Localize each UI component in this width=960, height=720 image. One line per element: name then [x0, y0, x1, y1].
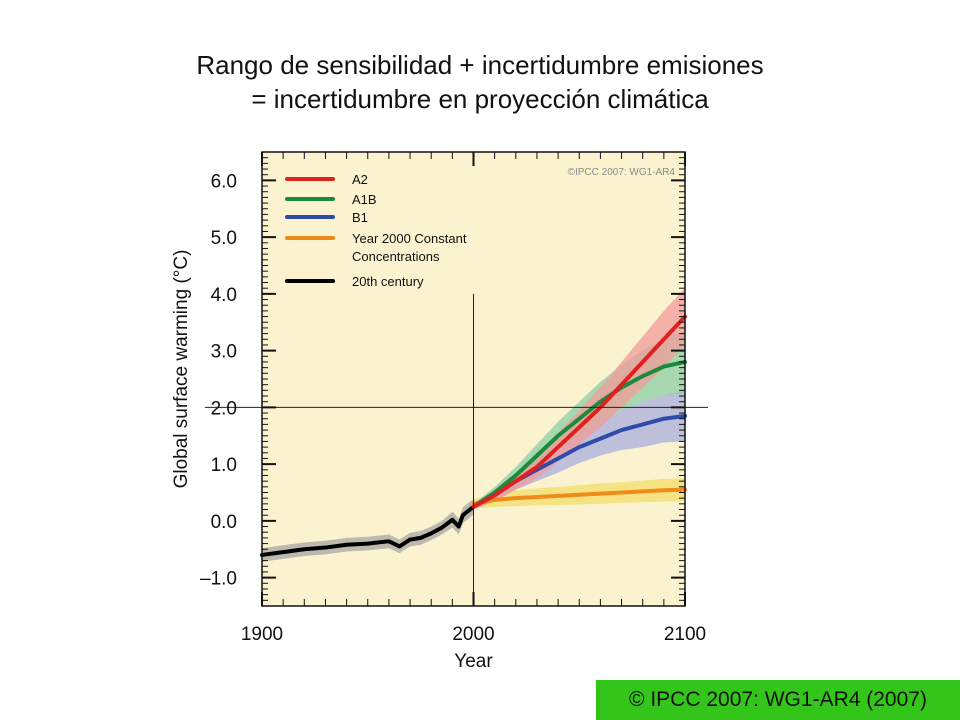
y-tick-label: 1.0 — [211, 455, 237, 476]
title-line-1: Rango de sensibilidad + incertidumbre em… — [196, 50, 764, 80]
year-2000-constant-concentrations-line — [471, 487, 687, 506]
legend-label: Year 2000 Constant — [352, 231, 467, 246]
legend-label: A2 — [352, 172, 368, 187]
legend: A2 A1B B1 Year 2000 Constant Concentrations 2… — [285, 172, 467, 289]
y-tick-label: 3.0 — [211, 342, 237, 363]
20th-century-line — [260, 504, 476, 557]
y-tick-label: –1.0 — [200, 569, 237, 590]
credit-box: © IPCC 2007: WG1-AR4 (2007) — [596, 680, 960, 720]
a2-line — [471, 314, 687, 509]
watermark-text: ©IPCC 2007: WG1-AR4 — [568, 167, 676, 178]
credit-text: © IPCC 2007: WG1-AR4 (2007) — [629, 688, 927, 711]
20th-century-uncertainty-band — [262, 498, 474, 562]
y-tick-label: 5.0 — [211, 228, 237, 249]
x-axis-label: Year — [454, 651, 493, 672]
y-axis-label: Global surface warming (°C) — [171, 250, 192, 489]
y-tick-label: 6.0 — [211, 171, 237, 192]
legend-label: A1B — [352, 192, 377, 207]
x-tick-label: 1900 — [241, 624, 283, 645]
x-axis: 1900 2000 2100 — [241, 152, 706, 645]
legend-label: B1 — [352, 210, 368, 225]
y-tick-label: 4.0 — [211, 285, 237, 306]
title-line-2: = incertidumbre en proyección climática — [251, 84, 709, 114]
legend-label: 20th century — [352, 274, 424, 289]
x-tick-label: 2100 — [664, 624, 706, 645]
a1b-line — [471, 359, 687, 509]
legend-label: Concentrations — [352, 249, 440, 264]
y-axis: –1.0 0.0 1.0 2.0 3.0 4.0 5.0 6.0 — [200, 151, 685, 607]
y-tick-label: 2.0 — [211, 398, 237, 419]
x-tick-label: 2000 — [452, 624, 494, 645]
y-tick-label: 0.0 — [211, 512, 237, 533]
slide-title: Rango de sensibilidad + incertidumbre em… — [0, 48, 960, 116]
